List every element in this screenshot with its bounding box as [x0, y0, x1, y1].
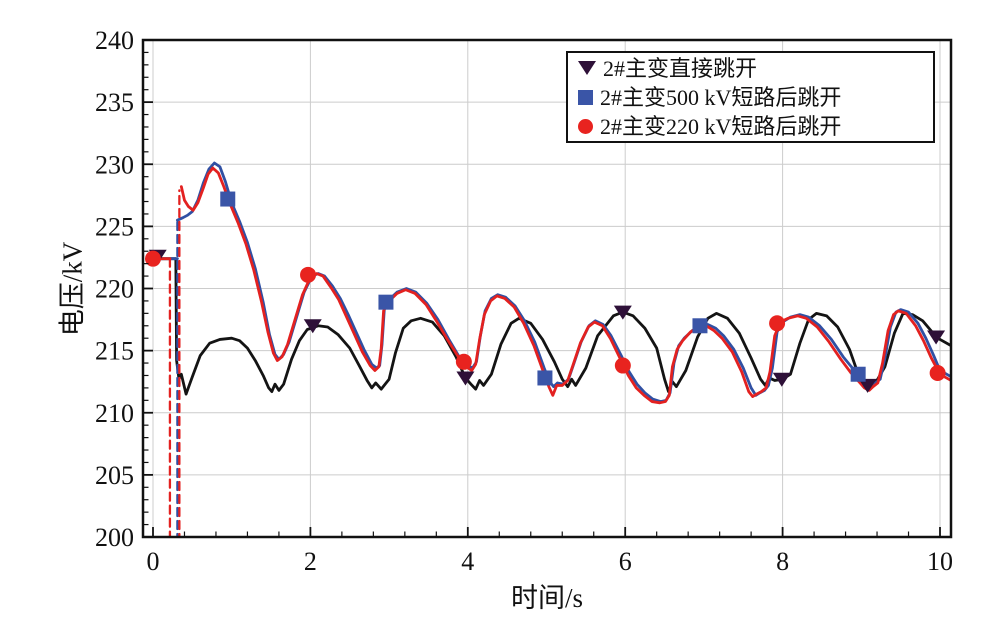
y-tick-label: 200 [95, 523, 134, 552]
x-tick-label: 2 [304, 547, 317, 576]
series-line-0 [151, 257, 951, 396]
square-icon [578, 89, 593, 105]
legend-item-220kv-fault-trip: 2#主变220 kV短路后跳开 [578, 112, 933, 141]
marker-circle [300, 266, 317, 283]
marker-triangle-down [613, 305, 632, 320]
legend-item-direct-trip: 2#主变直接跳开 [578, 54, 933, 83]
legend-item-label: 2#主变直接跳开 [603, 55, 758, 81]
series-line-2 [179, 166, 951, 405]
tick-labels: 200 205 210 215 220 225 230 235 240 0 2 4 6 8 10 [95, 26, 953, 576]
y-tick-label: 225 [95, 212, 134, 241]
series-line-1 [175, 161, 951, 403]
marker-triangle-down [927, 330, 946, 345]
legend-item-label: 2#主变220 kV短路后跳开 [600, 113, 842, 139]
x-tick-label: 10 [927, 547, 953, 576]
marker-circle [145, 250, 161, 267]
y-tick-label: 230 [95, 150, 134, 179]
marker-square [220, 191, 236, 207]
y-tick-label: 210 [95, 399, 134, 428]
triangle-down-icon [578, 61, 596, 75]
y-tick-label: 235 [95, 88, 134, 117]
marker-triangle-down [858, 378, 877, 393]
y-tick-label: 240 [95, 26, 134, 55]
legend-item-label: 2#主变500 kV短路后跳开 [600, 84, 842, 110]
circle-icon [578, 118, 593, 134]
marker-triangle-down [772, 372, 791, 387]
marker-square [378, 294, 394, 310]
x-axis-label: 时间/s [510, 583, 584, 613]
series-markers [145, 191, 946, 393]
y-tick-label: 215 [95, 337, 134, 366]
y-axis-label: 电压/kV [57, 241, 88, 337]
legend-item-500kv-fault-trip: 2#主变500 kV短路后跳开 [578, 83, 933, 112]
x-tick-label: 8 [776, 547, 789, 576]
legend: 2#主变直接跳开 2#主变500 kV短路后跳开 2#主变220 kV短路后跳开 [566, 51, 935, 143]
y-tick-label: 205 [95, 461, 134, 490]
x-tick-label: 4 [461, 547, 474, 576]
marker-square [692, 318, 708, 334]
marker-square [537, 370, 553, 386]
marker-circle [455, 353, 472, 370]
marker-circle [769, 315, 786, 332]
marker-square [850, 366, 866, 382]
marker-circle [929, 364, 946, 381]
marker-circle [614, 357, 631, 374]
y-tick-label: 220 [95, 275, 134, 304]
axis-ticks [143, 39, 941, 538]
marker-triangle-down [303, 319, 322, 334]
marker-triangle-down [456, 371, 475, 386]
x-tick-label: 6 [619, 547, 632, 576]
x-tick-label: 0 [147, 547, 160, 576]
